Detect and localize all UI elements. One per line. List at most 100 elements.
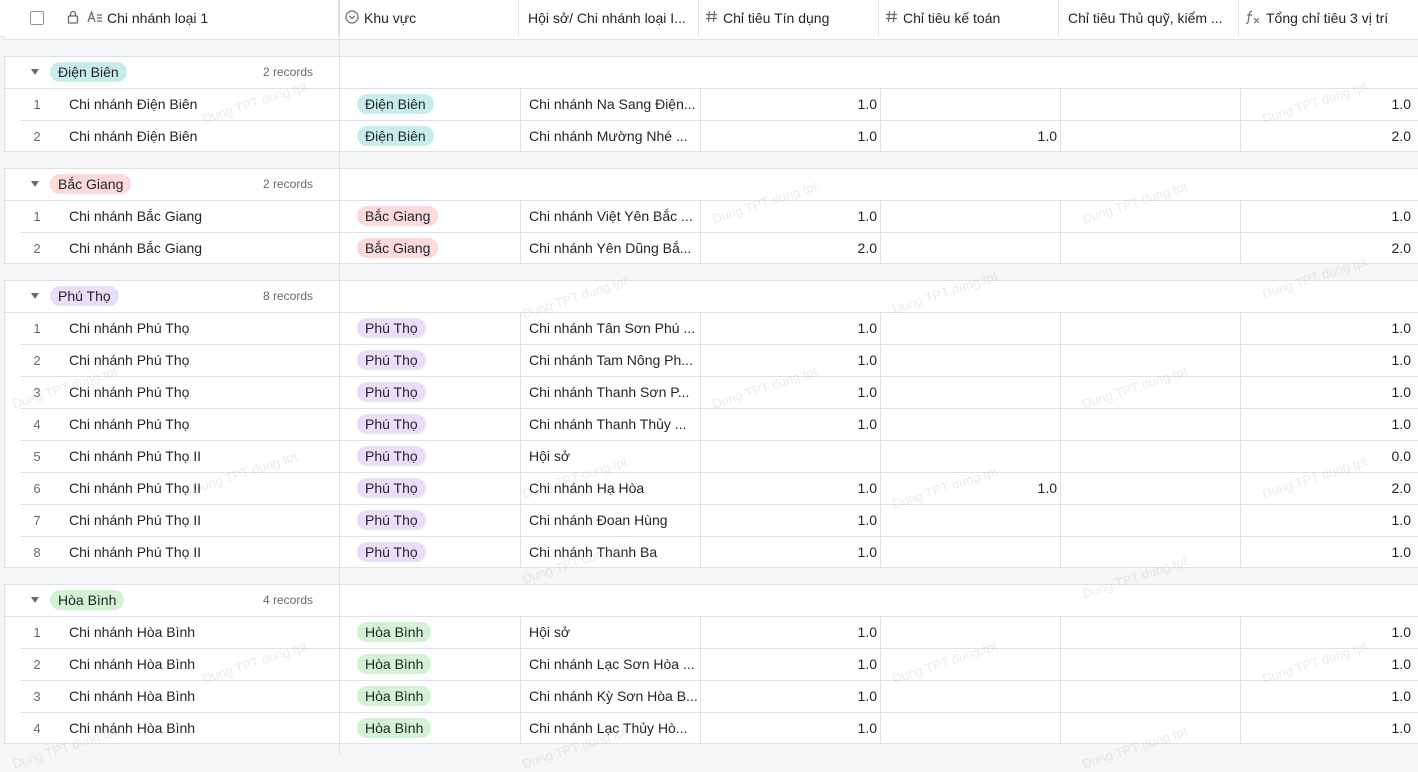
cell-office[interactable]: Chi nhánh Thanh Ba (529, 544, 658, 560)
cell-office[interactable]: Chi nhánh Mường Nhé ... (529, 128, 688, 144)
cell-credit-target[interactable]: 1.0 (857, 208, 877, 224)
cell-accounting-target[interactable] (885, 201, 1065, 232)
cell-accounting-target[interactable] (885, 681, 1065, 712)
cell-branch-name[interactable]: Chi nhánh Phú Thọ (69, 352, 190, 368)
column-header-total[interactable]: Tổng chỉ tiêu 3 vị trí (1239, 0, 1418, 36)
table-row[interactable]: 1 Chi nhánh Điện Biên Điện Biên Chi nhánh N… (21, 89, 1418, 121)
cell-branch-name[interactable]: Chi nhánh Điện Biên (69, 96, 198, 112)
cell-accounting-target[interactable] (885, 505, 1065, 536)
cell-accounting-target[interactable] (885, 89, 1065, 120)
table-row[interactable]: 7 Chi nhánh Phú Thọ II Phú Thọ Chi nhánh Đo… (21, 505, 1418, 537)
cell-treasurer-target[interactable] (1065, 617, 1245, 648)
cell-treasurer-target[interactable] (1065, 313, 1245, 344)
cell-credit-target[interactable] (705, 441, 885, 472)
frozen-column-divider[interactable] (339, 0, 340, 755)
cell-credit-target[interactable]: 1.0 (857, 384, 877, 400)
cell-office[interactable]: Chi nhánh Tam Nông Ph... (529, 352, 693, 368)
cell-office[interactable]: Chi nhánh Tân Sơn Phú ... (529, 320, 696, 336)
table-row[interactable]: 3 Chi nhánh Phú Thọ Phú Thọ Chi nhánh Thanh… (21, 377, 1418, 409)
cell-accounting-target[interactable] (885, 713, 1065, 744)
collapse-triangle-icon[interactable] (31, 181, 39, 187)
cell-branch-name[interactable]: Chi nhánh Phú Thọ (69, 320, 190, 336)
group-header[interactable]: Phú Thọ 8 records (5, 281, 1418, 313)
cell-region[interactable]: Bắc Giang (357, 233, 537, 264)
column-header-credit[interactable]: Chỉ tiêu Tín dụng (699, 0, 879, 36)
cell-office[interactable]: Hội sở (529, 624, 571, 640)
cell-total-target[interactable]: 1.0 (1391, 512, 1411, 528)
cell-office[interactable]: Chi nhánh Hạ Hòa (529, 480, 645, 496)
column-header-region[interactable]: Khu vực (339, 0, 519, 36)
cell-accounting-target[interactable] (885, 345, 1065, 376)
cell-office[interactable]: Chi nhánh Kỳ Sơn Hòa B... (529, 688, 698, 704)
cell-credit-target[interactable]: 1.0 (857, 480, 877, 496)
cell-region[interactable]: Phú Thọ (357, 473, 537, 504)
cell-accounting-target[interactable] (885, 313, 1065, 344)
cell-office[interactable]: Chi nhánh Yên Dũng Bắ... (529, 240, 692, 256)
cell-treasurer-target[interactable] (1065, 713, 1245, 744)
cell-region[interactable]: Hòa Bình (357, 713, 537, 744)
table-row[interactable]: 3 Chi nhánh Hòa Bình Hòa Bình Chi nhánh Kỳ … (21, 681, 1418, 713)
column-header-accounting[interactable]: Chỉ tiêu kế toán (879, 0, 1059, 36)
cell-region[interactable]: Phú Thọ (357, 505, 537, 536)
cell-office[interactable]: Chi nhánh Đoan Hùng (529, 512, 668, 528)
cell-total-target[interactable]: 2.0 (1391, 128, 1411, 144)
cell-region[interactable]: Điện Biên (357, 121, 537, 152)
table-row[interactable]: 6 Chi nhánh Phú Thọ II Phú Thọ Chi nhánh Hạ… (21, 473, 1418, 505)
cell-branch-name[interactable]: Chi nhánh Hòa Bình (69, 688, 196, 704)
cell-branch-name[interactable]: Chi nhánh Phú Thọ II (69, 544, 202, 560)
cell-accounting-target[interactable] (885, 441, 1065, 472)
cell-treasurer-target[interactable] (1065, 649, 1245, 680)
cell-office[interactable]: Chi nhánh Việt Yên Bắc ... (529, 208, 693, 224)
table-row[interactable]: 1 Chi nhánh Bắc Giang Bắc Giang Chi nhánh V… (21, 201, 1418, 233)
cell-accounting-target[interactable] (885, 617, 1065, 648)
collapse-triangle-icon[interactable] (31, 293, 39, 299)
cell-office[interactable]: Chi nhánh Na Sang Điện... (529, 96, 696, 112)
cell-total-target[interactable]: 1.0 (1391, 688, 1411, 704)
cell-credit-target[interactable]: 1.0 (857, 544, 877, 560)
cell-region[interactable]: Phú Thọ (357, 537, 537, 568)
cell-branch-name[interactable]: Chi nhánh Bắc Giang (69, 240, 203, 256)
cell-branch-name[interactable]: Chi nhánh Hòa Bình (69, 656, 196, 672)
cell-branch-name[interactable]: Chi nhánh Phú Thọ II (69, 512, 202, 528)
group-header[interactable]: Hòa Bình 4 records (5, 585, 1418, 617)
cell-credit-target[interactable]: 2.0 (857, 240, 877, 256)
cell-region[interactable]: Hòa Bình (357, 681, 537, 712)
cell-total-target[interactable]: 1.0 (1391, 656, 1411, 672)
cell-total-target[interactable]: 1.0 (1391, 720, 1411, 736)
collapse-triangle-icon[interactable] (31, 69, 39, 75)
cell-treasurer-target[interactable] (1065, 409, 1245, 440)
cell-region[interactable]: Hòa Bình (357, 649, 537, 680)
table-row[interactable]: 4 Chi nhánh Hòa Bình Hòa Bình Chi nhánh Lạc… (21, 713, 1418, 745)
cell-total-target[interactable]: 1.0 (1391, 96, 1411, 112)
cell-treasurer-target[interactable] (1065, 681, 1245, 712)
table-row[interactable]: 1 Chi nhánh Hòa Bình Hòa Bình Hội sở 1.0 1.0 (21, 617, 1418, 649)
cell-branch-name[interactable]: Chi nhánh Điện Biên (69, 128, 198, 144)
cell-region[interactable]: Bắc Giang (357, 201, 537, 232)
cell-treasurer-target[interactable] (1065, 377, 1245, 408)
cell-branch-name[interactable]: Chi nhánh Phú Thọ II (69, 480, 202, 496)
cell-credit-target[interactable]: 1.0 (857, 624, 877, 640)
cell-accounting-target[interactable]: 1.0 (1037, 480, 1057, 496)
cell-total-target[interactable]: 2.0 (1391, 480, 1411, 496)
cell-treasurer-target[interactable] (1065, 537, 1245, 568)
table-row[interactable]: 2 Chi nhánh Hòa Bình Hòa Bình Chi nhánh Lạc… (21, 649, 1418, 681)
cell-region[interactable]: Phú Thọ (357, 345, 537, 376)
group-header[interactable]: Điện Biên 2 records (5, 57, 1418, 89)
cell-credit-target[interactable]: 1.0 (857, 416, 877, 432)
cell-treasurer-target[interactable] (1065, 441, 1245, 472)
cell-office[interactable]: Chi nhánh Thanh Sơn P... (529, 384, 690, 400)
table-row[interactable]: 5 Chi nhánh Phú Thọ II Phú Thọ Hội sở 0.0 (21, 441, 1418, 473)
table-row[interactable]: 2 Chi nhánh Bắc Giang Bắc Giang Chi nhánh Y… (21, 233, 1418, 265)
cell-office[interactable]: Hội sở (529, 448, 571, 464)
cell-total-target[interactable]: 2.0 (1391, 240, 1411, 256)
cell-total-target[interactable]: 0.0 (1391, 448, 1411, 464)
cell-branch-name[interactable]: Chi nhánh Phú Thọ (69, 416, 190, 432)
group-header[interactable]: Bắc Giang 2 records (5, 169, 1418, 201)
cell-treasurer-target[interactable] (1065, 121, 1245, 152)
collapse-triangle-icon[interactable] (31, 597, 39, 603)
cell-treasurer-target[interactable] (1065, 89, 1245, 120)
cell-branch-name[interactable]: Chi nhánh Hòa Bình (69, 624, 196, 640)
cell-credit-target[interactable]: 1.0 (857, 128, 877, 144)
cell-office[interactable]: Chi nhánh Thanh Thủy ... (529, 416, 687, 432)
table-row[interactable]: 2 Chi nhánh Điện Biên Điện Biên Chi nhánh M… (21, 121, 1418, 153)
